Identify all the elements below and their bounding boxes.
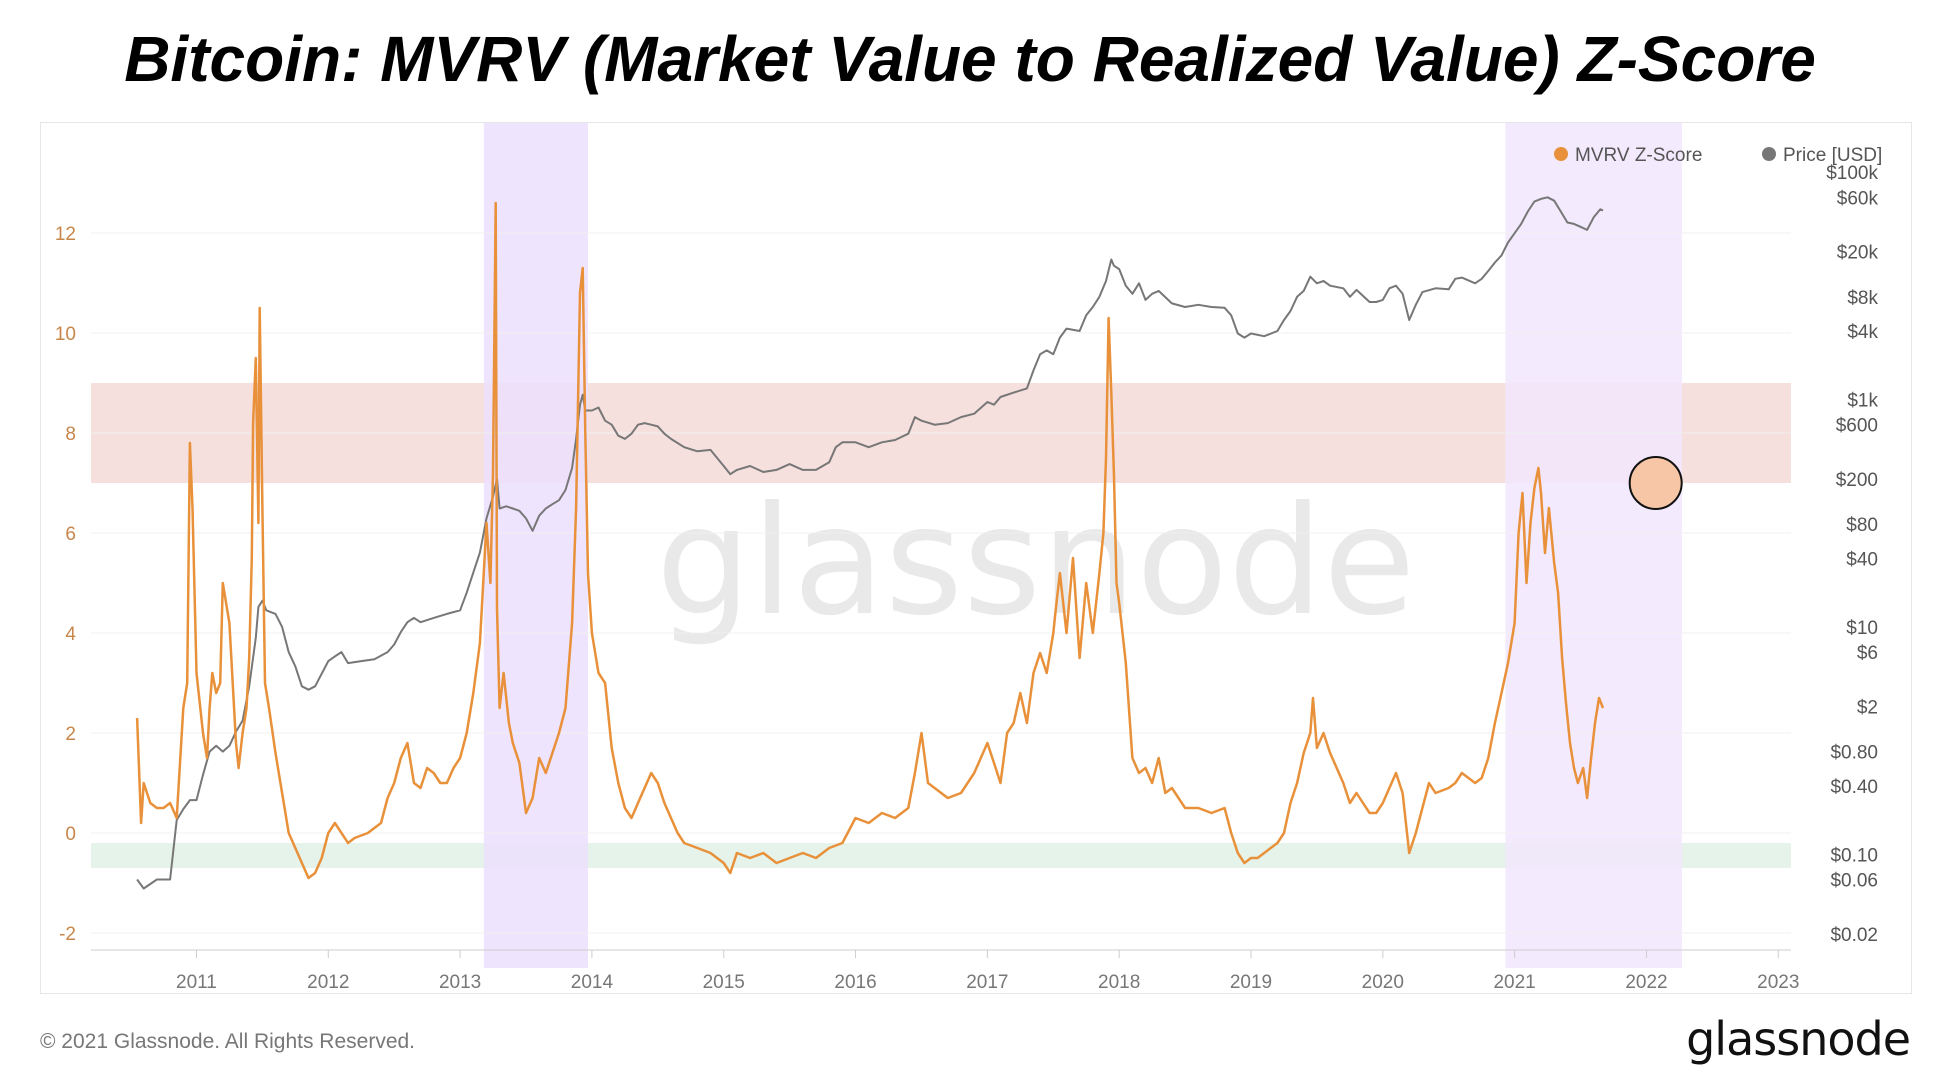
y-right-tick-label: $8k — [1847, 288, 1878, 309]
x-tick-label: 2013 — [439, 972, 481, 993]
legend-swatch — [1762, 147, 1776, 161]
legend[interactable]: MVRV Z-Score Price [USD] — [1554, 145, 1882, 166]
chart-frame: glassnode 12 10 8 6 4 2 0 -2 $100k $60k $20k $8k $4k… — [40, 122, 1912, 994]
legend-item-label[interactable]: Price [USD] — [1783, 145, 1882, 166]
y-right-tick-label: $600 — [1836, 416, 1878, 437]
vband-2021-cycle-top — [1505, 123, 1683, 968]
y-right-tick-label: $10 — [1846, 618, 1878, 639]
x-tick-label: 2015 — [703, 972, 745, 993]
x-tick-label: 2018 — [1098, 972, 1140, 993]
x-tick-label: 2020 — [1362, 972, 1404, 993]
y-right-tick-label: $0.40 — [1830, 777, 1878, 798]
vband-2013-cycle-top — [483, 123, 588, 968]
series-layer — [135, 196, 1683, 890]
legend-item-label[interactable]: MVRV Z-Score — [1575, 145, 1702, 166]
y-left-tick-label: 0 — [65, 824, 76, 845]
y-right-tick-label: $0.02 — [1830, 925, 1878, 946]
x-tick-label: 2021 — [1493, 972, 1535, 993]
y-right-tick-label: $4k — [1847, 322, 1878, 343]
x-tick-label: 2012 — [307, 972, 349, 993]
mvrv-zscore-series-line — [135, 201, 1605, 880]
y-right-tick-label: $0.10 — [1830, 845, 1878, 866]
x-tick-label: 2023 — [1757, 972, 1799, 993]
y-right-tick-label: $40 — [1846, 549, 1878, 570]
watermark: glassnode — [656, 475, 1415, 649]
y-left-tick-label: 2 — [65, 724, 76, 745]
y-right-tick-label: $1k — [1847, 390, 1878, 411]
y-right-tick-label: $200 — [1836, 470, 1878, 491]
x-tick-label: 2011 — [176, 972, 217, 993]
y-left-tick-label: 6 — [65, 524, 76, 545]
mvrv-chart: glassnode 12 10 8 6 4 2 0 -2 $100k $60k $20k $8k $4k… — [55, 123, 1882, 993]
x-tick-label: 2022 — [1625, 972, 1667, 993]
y-left-tick-label: 8 — [65, 424, 76, 445]
x-tick-label: 2019 — [1230, 972, 1272, 993]
copyright-text: © 2021 Glassnode. All Rights Reserved. — [40, 1030, 416, 1053]
y-left-tick-label: 12 — [55, 224, 76, 245]
y-right-tick-label: $2 — [1857, 697, 1878, 718]
x-tick-label: 2017 — [966, 972, 1008, 993]
y-right-tick-label: $0.06 — [1830, 871, 1878, 892]
legend-swatch — [1554, 147, 1568, 161]
price-series-line — [136, 196, 1604, 890]
x-tick-label: 2016 — [834, 972, 876, 993]
y-right-tick-label: $80 — [1846, 515, 1878, 536]
page-title: Bitcoin: MVRV (Market Value to Realized … — [124, 23, 1816, 95]
y-right-tick-label: $60k — [1837, 188, 1879, 209]
x-tick-label: 2014 — [571, 972, 614, 993]
y-left-tick-label: 10 — [55, 324, 76, 345]
highlight-marker — [1628, 456, 1683, 510]
y-left-tick-label: 4 — [65, 624, 76, 645]
y-right-tick-label: $6 — [1857, 643, 1878, 664]
y-left-tick-label: -2 — [59, 924, 76, 945]
y-right-tick-label: $0.80 — [1830, 743, 1878, 764]
y-right-tick-label: $20k — [1837, 243, 1879, 264]
axis-layer: 12 10 8 6 4 2 0 -2 $100k $60k $20k $8k $4k $1k $600 $20… — [55, 163, 1879, 993]
grid-layer — [91, 232, 1791, 934]
glassnode-logo: glassnode — [1686, 1012, 1911, 1066]
y-right-tick-label: $100k — [1826, 163, 1878, 184]
